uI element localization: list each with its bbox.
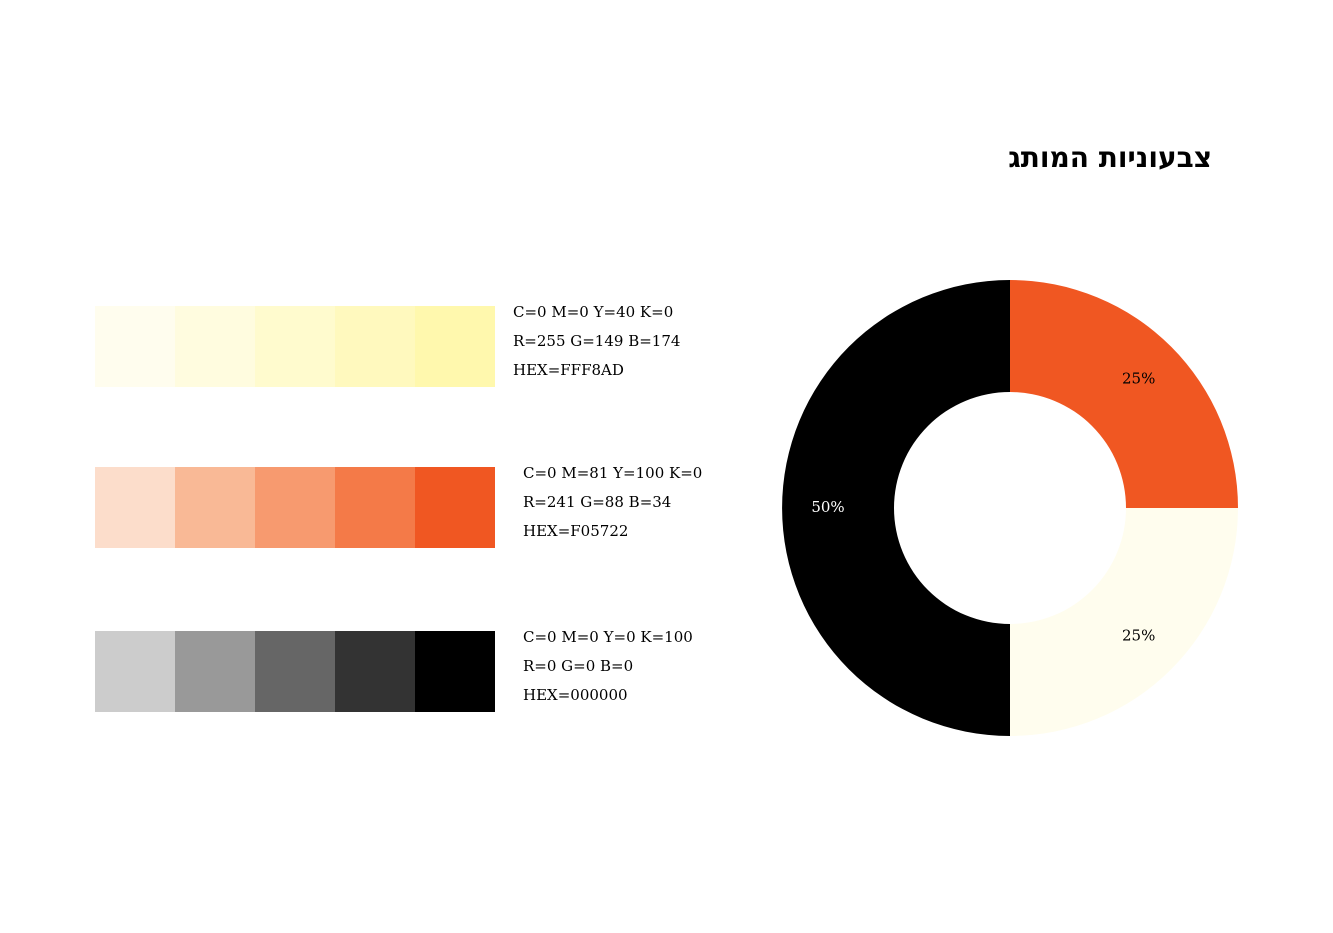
slice-label-2: 25% xyxy=(1122,627,1155,645)
swatch-strip xyxy=(95,306,495,387)
swatch-orange-2 xyxy=(175,467,255,548)
swatch-yellow-4 xyxy=(335,306,415,387)
hex-value: HEX=FFF8AD xyxy=(513,361,624,379)
cmyk-value: C=0 M=81 Y=100 K=0 xyxy=(523,464,703,482)
rgb-value: R=255 G=149 B=174 xyxy=(513,332,681,350)
swatch-yellow-5 xyxy=(415,306,495,387)
swatch-strip xyxy=(95,631,495,712)
swatch-yellow-2 xyxy=(175,306,255,387)
swatch-black-1 xyxy=(95,631,175,712)
swatch-orange-3 xyxy=(255,467,335,548)
donut-slice-2 xyxy=(1010,508,1238,736)
slice-label-3: 50% xyxy=(811,498,844,516)
color-info: C=0 M=81 Y=100 K=0 R=241 G=88 B=34 HEX=F… xyxy=(523,459,702,546)
color-info: C=0 M=0 Y=0 K=100 R=0 G=0 B=0 HEX=000000 xyxy=(523,623,693,710)
page-title: צבעוניות המותג xyxy=(1008,141,1212,174)
swatch-strip xyxy=(95,467,495,548)
swatch-orange-1 xyxy=(95,467,175,548)
slice-label-1: 25% xyxy=(1122,369,1155,387)
swatch-yellow-1 xyxy=(95,306,175,387)
color-info: C=0 M=0 Y=40 K=0 R=255 G=149 B=174 HEX=F… xyxy=(513,298,680,385)
swatch-orange-4 xyxy=(335,467,415,548)
donut-slice-3 xyxy=(782,280,1010,736)
swatch-orange-5 xyxy=(415,467,495,548)
cmyk-value: C=0 M=0 Y=40 K=0 xyxy=(513,303,674,321)
donut-slice-1 xyxy=(1010,280,1238,508)
swatch-black-4 xyxy=(335,631,415,712)
donut-chart: 25% 25% 50% xyxy=(782,280,1238,736)
hex-value: HEX=F05722 xyxy=(523,522,629,540)
swatch-black-3 xyxy=(255,631,335,712)
swatch-black-2 xyxy=(175,631,255,712)
cmyk-value: C=0 M=0 Y=0 K=100 xyxy=(523,628,693,646)
rgb-value: R=0 G=0 B=0 xyxy=(523,657,634,675)
hex-value: HEX=000000 xyxy=(523,686,628,704)
rgb-value: R=241 G=88 B=34 xyxy=(523,493,672,511)
swatch-yellow-3 xyxy=(255,306,335,387)
swatch-black-5 xyxy=(415,631,495,712)
